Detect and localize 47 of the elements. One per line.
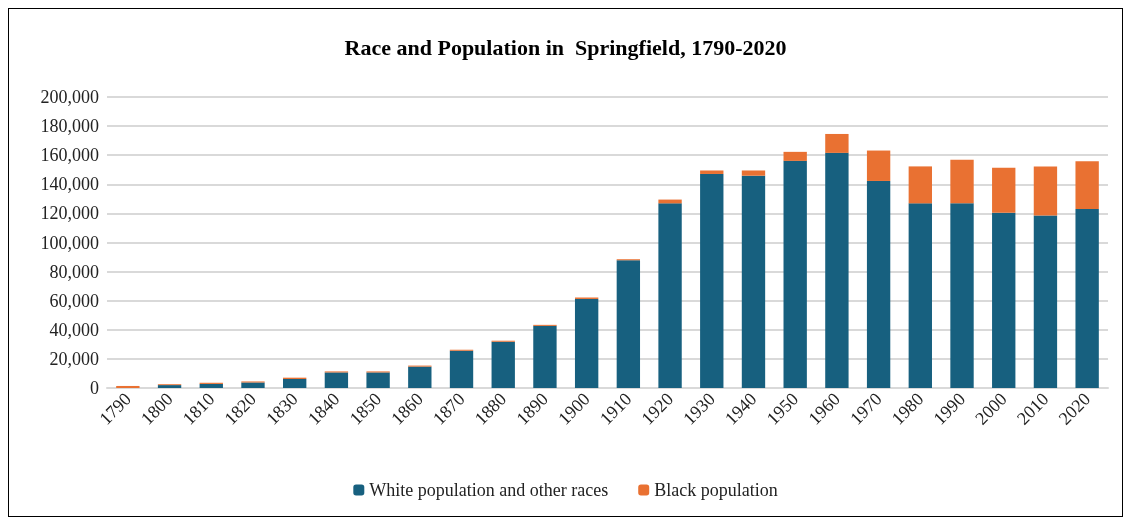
bar	[116, 385, 140, 388]
y-tick-label: 20,000	[49, 348, 99, 369]
bar	[533, 325, 557, 388]
bar	[825, 133, 849, 153]
legend-label: Black population	[654, 480, 778, 500]
bar	[741, 175, 766, 388]
bar	[741, 170, 766, 176]
y-tick-label: 140,000	[40, 174, 99, 195]
y-tick-label: 100,000	[40, 232, 99, 253]
bar	[1075, 208, 1099, 388]
bar	[324, 372, 349, 388]
bar	[950, 159, 974, 204]
bar	[616, 260, 641, 388]
y-tick-label: 200,000	[40, 87, 99, 107]
y-tick-label: 160,000	[40, 145, 99, 166]
bar	[783, 160, 807, 388]
y-tick-label: 0	[90, 378, 99, 398]
y-tick-label: 120,000	[40, 203, 99, 224]
y-tick-label: 40,000	[49, 319, 99, 340]
y-tick-label: 60,000	[49, 290, 99, 311]
bar	[825, 152, 849, 388]
bar	[992, 167, 1016, 213]
bar	[866, 150, 891, 181]
bar	[992, 212, 1016, 388]
legend-label: White population and other races	[369, 480, 609, 500]
bar	[241, 382, 265, 388]
bar	[908, 203, 932, 388]
bar	[574, 298, 599, 388]
bar	[283, 378, 307, 388]
bar	[449, 350, 474, 388]
y-tick-label: 80,000	[49, 261, 99, 282]
bar	[491, 341, 515, 388]
bar	[700, 173, 724, 388]
bar	[366, 372, 390, 388]
bar	[1075, 161, 1099, 209]
bar	[700, 170, 724, 174]
bar	[950, 203, 974, 388]
bar	[1033, 166, 1058, 216]
bar	[658, 203, 682, 388]
bar	[783, 151, 807, 161]
bar	[908, 166, 932, 204]
bar	[1033, 215, 1058, 388]
chart-title: Race and Population in Springfield, 1790-2020	[344, 34, 787, 60]
bar	[866, 180, 891, 388]
y-tick-label: 180,000	[40, 116, 99, 137]
bar	[408, 366, 432, 388]
bar	[199, 383, 223, 388]
